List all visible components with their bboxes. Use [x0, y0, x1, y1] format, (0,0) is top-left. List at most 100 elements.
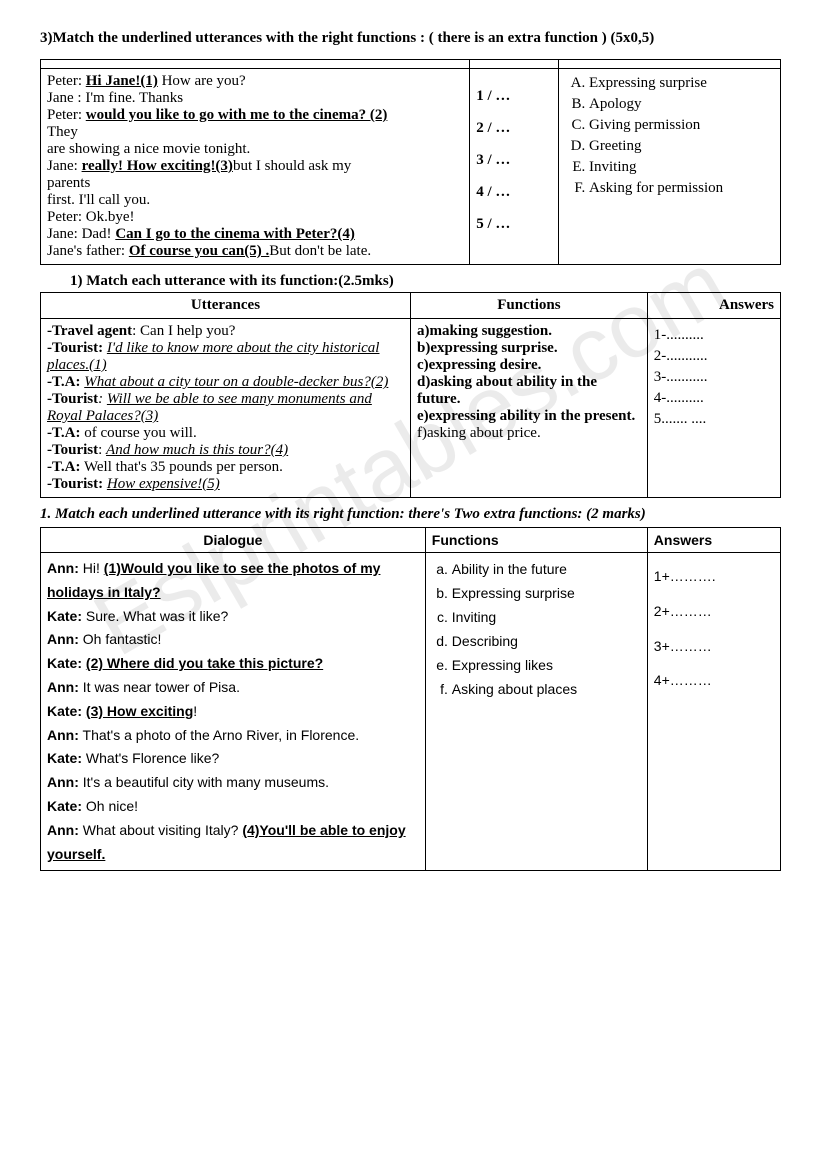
col-header-utterances: Utterances	[41, 293, 411, 319]
text: Ann:	[47, 727, 79, 743]
text: Kate:	[47, 608, 82, 624]
ex1a-table: Utterances Functions Answers -Travel age…	[40, 292, 781, 498]
function-option: Greeting	[589, 136, 774, 157]
ex1b-dialogue-cell: Ann: Hi! (1)Would you like to see the ph…	[41, 553, 426, 871]
col-header-answers: Answers	[647, 293, 780, 319]
text: What's Florence like?	[82, 750, 219, 766]
text: Oh nice!	[82, 798, 138, 814]
text: But don't be late.	[269, 243, 371, 259]
text: Oh fantastic!	[79, 631, 161, 647]
underlined-utterance: How expensive!(5)	[107, 476, 220, 492]
text: Kate:	[47, 703, 82, 719]
function-option: b)expressing surprise.	[417, 340, 558, 356]
text: Peter:	[47, 107, 86, 123]
ex1a-utterances-cell: -Travel agent: Can I help you? -Tourist:…	[41, 319, 411, 498]
function-option: a)making suggestion.	[417, 323, 552, 339]
text: Jane : I'm fine. Thanks	[47, 90, 463, 107]
function-option: Describing	[452, 629, 641, 653]
answer-blank[interactable]: 4 / …	[476, 184, 552, 201]
function-option: Inviting	[452, 605, 641, 629]
text: -Tourist	[47, 391, 98, 407]
text: Ann:	[47, 560, 79, 576]
text: -Tourist	[47, 442, 98, 458]
answer-blank[interactable]: 2-...........	[654, 348, 774, 365]
underlined-utterance-3: really! How exciting!(3)	[82, 158, 233, 174]
answer-blank[interactable]: 1+……….	[654, 561, 774, 592]
ex3-table: Peter: Hi Jane!(1) How are you? Jane : I…	[40, 59, 781, 265]
answer-blank[interactable]: 5....... ....	[654, 411, 774, 428]
function-option: Expressing surprise	[452, 581, 641, 605]
text: Jane: Dad!	[47, 226, 115, 242]
function-option: Expressing likes	[452, 653, 641, 677]
text: -Travel agent	[47, 323, 132, 339]
text: Sure. What was it like?	[82, 608, 228, 624]
ex3-dialogue-cell: Peter: Hi Jane!(1) How are you? Jane : I…	[41, 69, 470, 265]
text: !	[193, 703, 197, 719]
text: -T.A:	[47, 374, 84, 390]
answer-blank[interactable]: 4+………	[654, 665, 774, 696]
function-option: e)expressing ability in the present.	[417, 408, 635, 424]
text: Kate:	[47, 798, 82, 814]
function-option: Giving permission	[589, 115, 774, 136]
answer-blank[interactable]: 1 / …	[476, 88, 552, 105]
ex3-numbers-cell: 1 / … 2 / … 3 / … 4 / … 5 / …	[470, 69, 559, 265]
underlined-utterance: And how much is this tour?(4)	[106, 442, 288, 458]
text: first. I'll call you.	[47, 192, 463, 209]
text: Jane:	[47, 158, 82, 174]
text: Ann:	[47, 774, 79, 790]
function-option: Asking about places	[452, 677, 641, 701]
text: It's a beautiful city with many museums.	[79, 774, 329, 790]
text: Hi!	[79, 560, 104, 576]
text: Peter:	[47, 73, 86, 89]
text: Ann:	[47, 631, 79, 647]
underlined-utterance-3: (3) How exciting	[86, 703, 193, 719]
text: It was near tower of Pisa.	[79, 679, 240, 695]
answer-blank[interactable]: 5 / …	[476, 216, 552, 233]
underlined-utterance-5: Of course you can(5) .	[129, 243, 269, 259]
underlined-utterance-1: Hi Jane!(1)	[86, 73, 158, 89]
answer-blank[interactable]: 2 / …	[476, 120, 552, 137]
text: :	[98, 391, 107, 407]
ex1b-table: Dialogue Functions Answers Ann: Hi! (1)W…	[40, 527, 781, 871]
function-option: Asking for permission	[589, 178, 774, 199]
function-option: Apology	[589, 94, 774, 115]
ex3-heading: 3)Match the underlined utterances with t…	[40, 30, 781, 47]
ex1b-functions-cell: Ability in the future Expressing surpris…	[425, 553, 647, 871]
ex1b-heading: 1. Match each underlined utterance with …	[40, 506, 781, 523]
col-header-answers: Answers	[647, 528, 780, 553]
text: Well that's 35 pounds per person.	[80, 459, 282, 475]
underlined-utterance: What about a city tour on a double-decke…	[84, 374, 388, 390]
answer-blank[interactable]: 3-...........	[654, 369, 774, 386]
function-option: Inviting	[589, 157, 774, 178]
answer-blank[interactable]: 1-..........	[654, 327, 774, 344]
ex1b-answers-cell: 1+………. 2+……… 3+……… 4+………	[647, 553, 780, 871]
text: -T.A:	[47, 459, 80, 475]
text: Jane's father:	[47, 243, 129, 259]
ex3-functions-cell: Expressing surprise Apology Giving permi…	[558, 69, 780, 265]
text: of course you will.	[80, 425, 196, 441]
col-header-dialogue: Dialogue	[41, 528, 426, 553]
text: -Tourist:	[47, 340, 107, 356]
function-option: c)expressing desire.	[417, 357, 541, 373]
text: How are you?	[158, 73, 246, 89]
ex1a-heading: 1) Match each utterance with its functio…	[70, 273, 781, 290]
underlined-utterance-4: Can I go to the cinema with Peter?(4)	[115, 226, 355, 242]
text: What about visiting Italy?	[79, 822, 242, 838]
answer-blank[interactable]: 3+………	[654, 631, 774, 662]
answer-blank[interactable]: 2+………	[654, 596, 774, 627]
underlined-utterance-2: would you like to go with me to the cine…	[86, 107, 388, 123]
function-option: d)asking about ability in the future.	[417, 374, 597, 407]
text: Kate:	[47, 655, 82, 671]
answer-blank[interactable]: 4-..........	[654, 390, 774, 407]
underlined-utterance-2: (2) Where did you take this picture?	[86, 655, 323, 671]
function-option: f)asking about price.	[417, 425, 541, 441]
function-option: Expressing surprise	[589, 73, 774, 94]
text: Ann:	[47, 822, 79, 838]
text: parents	[47, 175, 463, 192]
text: That's a photo of the Arno River, in Flo…	[79, 727, 359, 743]
ex1a-functions-cell: a)making suggestion. b)expressing surpri…	[411, 319, 648, 498]
text: :	[98, 442, 106, 458]
col-header-functions: Functions	[425, 528, 647, 553]
answer-blank[interactable]: 3 / …	[476, 152, 552, 169]
text: Kate:	[47, 750, 82, 766]
